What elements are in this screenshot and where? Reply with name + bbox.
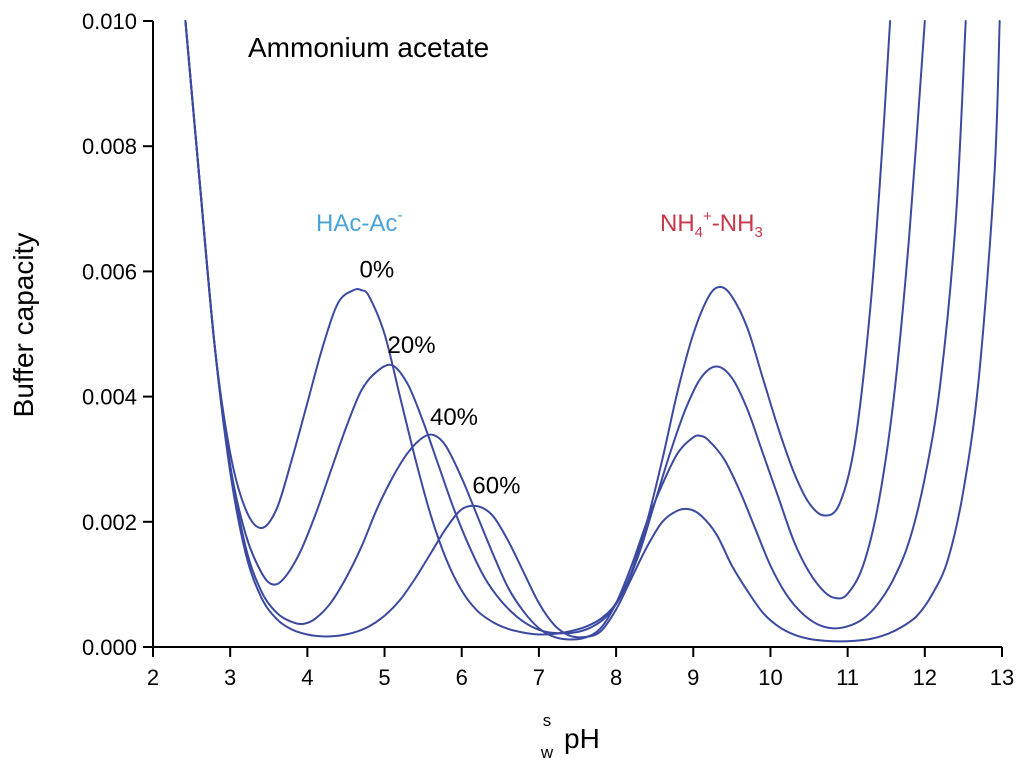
series-group — [184, 20, 1001, 643]
nh-label-sub2: 3 — [754, 224, 762, 241]
y-tick-label-5: 0.010 — [82, 9, 137, 34]
series-line-40pct — [184, 20, 967, 641]
hac-label-sup: - — [397, 207, 402, 224]
series-label-group: 0% 20% 40% 60% — [359, 257, 520, 500]
x-tick-label-9: 11 — [836, 665, 859, 690]
nh-label-sub1: 4 — [695, 224, 703, 241]
x-axis-title: s w pH — [540, 711, 600, 762]
x-axis-title-sub: w — [540, 743, 554, 762]
series-label-0: 0% — [359, 257, 394, 284]
series-label-3: 60% — [472, 473, 520, 500]
hac-label: HAc-Ac- — [316, 207, 403, 237]
x-tick-label-5: 7 — [533, 665, 545, 690]
series-label-1: 20% — [388, 332, 436, 359]
x-tick-label-6: 8 — [610, 665, 622, 690]
x-tick-label-2: 4 — [301, 665, 313, 690]
nh-label: NH4+-NH3 — [660, 208, 763, 241]
y-tick-label-4: 0.008 — [82, 134, 137, 159]
series-label-2: 40% — [430, 404, 478, 431]
series-line-20pct — [184, 20, 926, 635]
x-axis-title-main: pH — [564, 723, 600, 754]
x-ticks: 2 3 4 5 6 7 8 9 10 11 12 13 — [147, 647, 1014, 690]
y-tick-label-1: 0.002 — [82, 510, 137, 535]
x-tick-label-11: 13 — [990, 665, 1014, 690]
nh-label-part2: -NH — [712, 210, 755, 237]
axes — [152, 21, 1002, 648]
x-tick-label-8: 10 — [758, 665, 782, 690]
y-tick-label-3: 0.006 — [82, 259, 137, 284]
series-line-0pct — [184, 20, 892, 636]
hac-label-main: HAc-Ac — [316, 210, 397, 237]
x-tick-label-1: 3 — [224, 665, 236, 690]
chart-title: Ammonium acetate — [248, 32, 489, 63]
nh-label-part1: NH — [660, 210, 695, 237]
y-tick-label-2: 0.004 — [82, 385, 137, 410]
y-ticks: 0.000 0.002 0.004 0.006 0.008 0.010 — [82, 9, 153, 660]
nh-label-sup1: + — [703, 208, 712, 225]
x-tick-label-0: 2 — [147, 665, 159, 690]
x-tick-label-3: 5 — [378, 665, 390, 690]
y-axis-title: Buffer capacity — [8, 233, 39, 418]
y-tick-label-0: 0.000 — [82, 635, 137, 660]
series-line-60pct — [184, 20, 1001, 643]
x-tick-label-4: 6 — [456, 665, 468, 690]
x-tick-label-10: 12 — [913, 665, 937, 690]
x-axis-title-super: s — [543, 711, 552, 730]
x-tick-label-7: 9 — [687, 665, 699, 690]
